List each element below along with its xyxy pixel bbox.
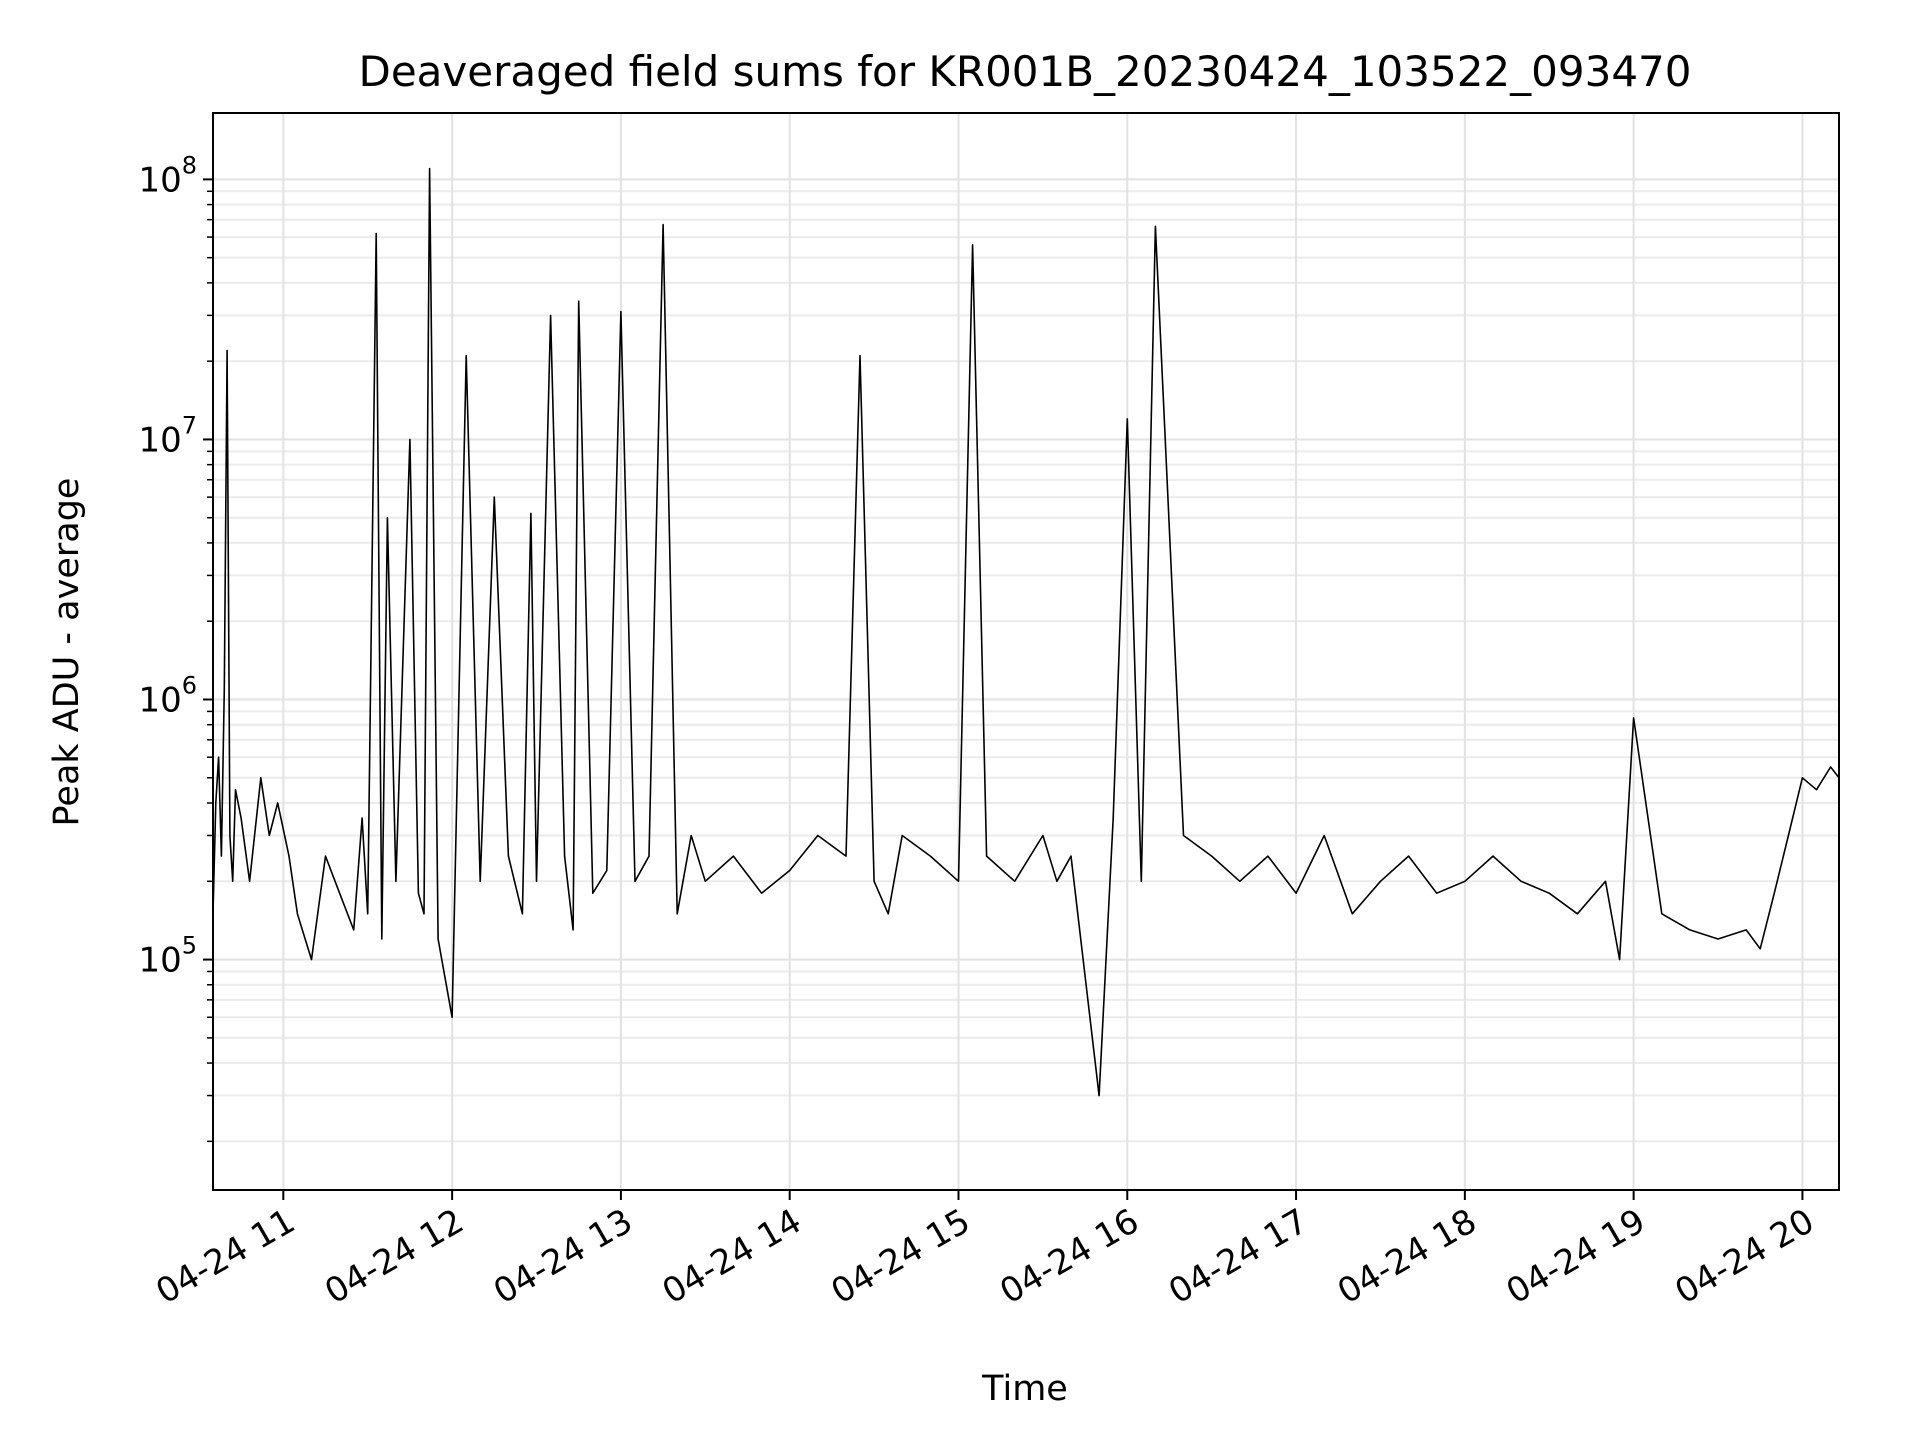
x-tick-label: 04-24 17 <box>1162 1201 1314 1312</box>
x-tick-label: 04-24 13 <box>487 1201 639 1312</box>
x-tick-label: 04-24 19 <box>1500 1201 1652 1312</box>
x-tick-label: 04-24 12 <box>318 1201 470 1312</box>
y-tick-label: 105 <box>138 932 197 981</box>
x-tick-label: 04-24 11 <box>149 1201 301 1312</box>
x-tick-label: 04-24 14 <box>656 1201 808 1312</box>
x-axis: 04-24 11 04-24 12 04-24 13 04-24 14 04-24 15… <box>149 1190 1821 1312</box>
y-tick-label: 107 <box>138 411 197 460</box>
x-axis-label: Time <box>981 1369 1068 1409</box>
x-tick-label: 04-24 15 <box>825 1201 977 1312</box>
x-tick-label: 04-24 16 <box>993 1201 1145 1312</box>
x-tick-label: 04-24 20 <box>1669 1201 1821 1312</box>
series-line <box>212 167 1840 1097</box>
plot-frame <box>212 112 1840 1191</box>
y-axis-label: Peak ADU - average <box>47 478 87 827</box>
y-tick-label: 106 <box>138 672 197 721</box>
x-tick-label: 04-24 18 <box>1331 1201 1483 1312</box>
y-axis: 105 106 107 108 <box>138 151 213 1143</box>
series-layer <box>212 167 1840 1097</box>
chart-title: Deaveraged field sums for KR001B_2023042… <box>359 47 1692 96</box>
grid <box>213 113 1839 1190</box>
y-tick-label: 108 <box>138 151 197 200</box>
